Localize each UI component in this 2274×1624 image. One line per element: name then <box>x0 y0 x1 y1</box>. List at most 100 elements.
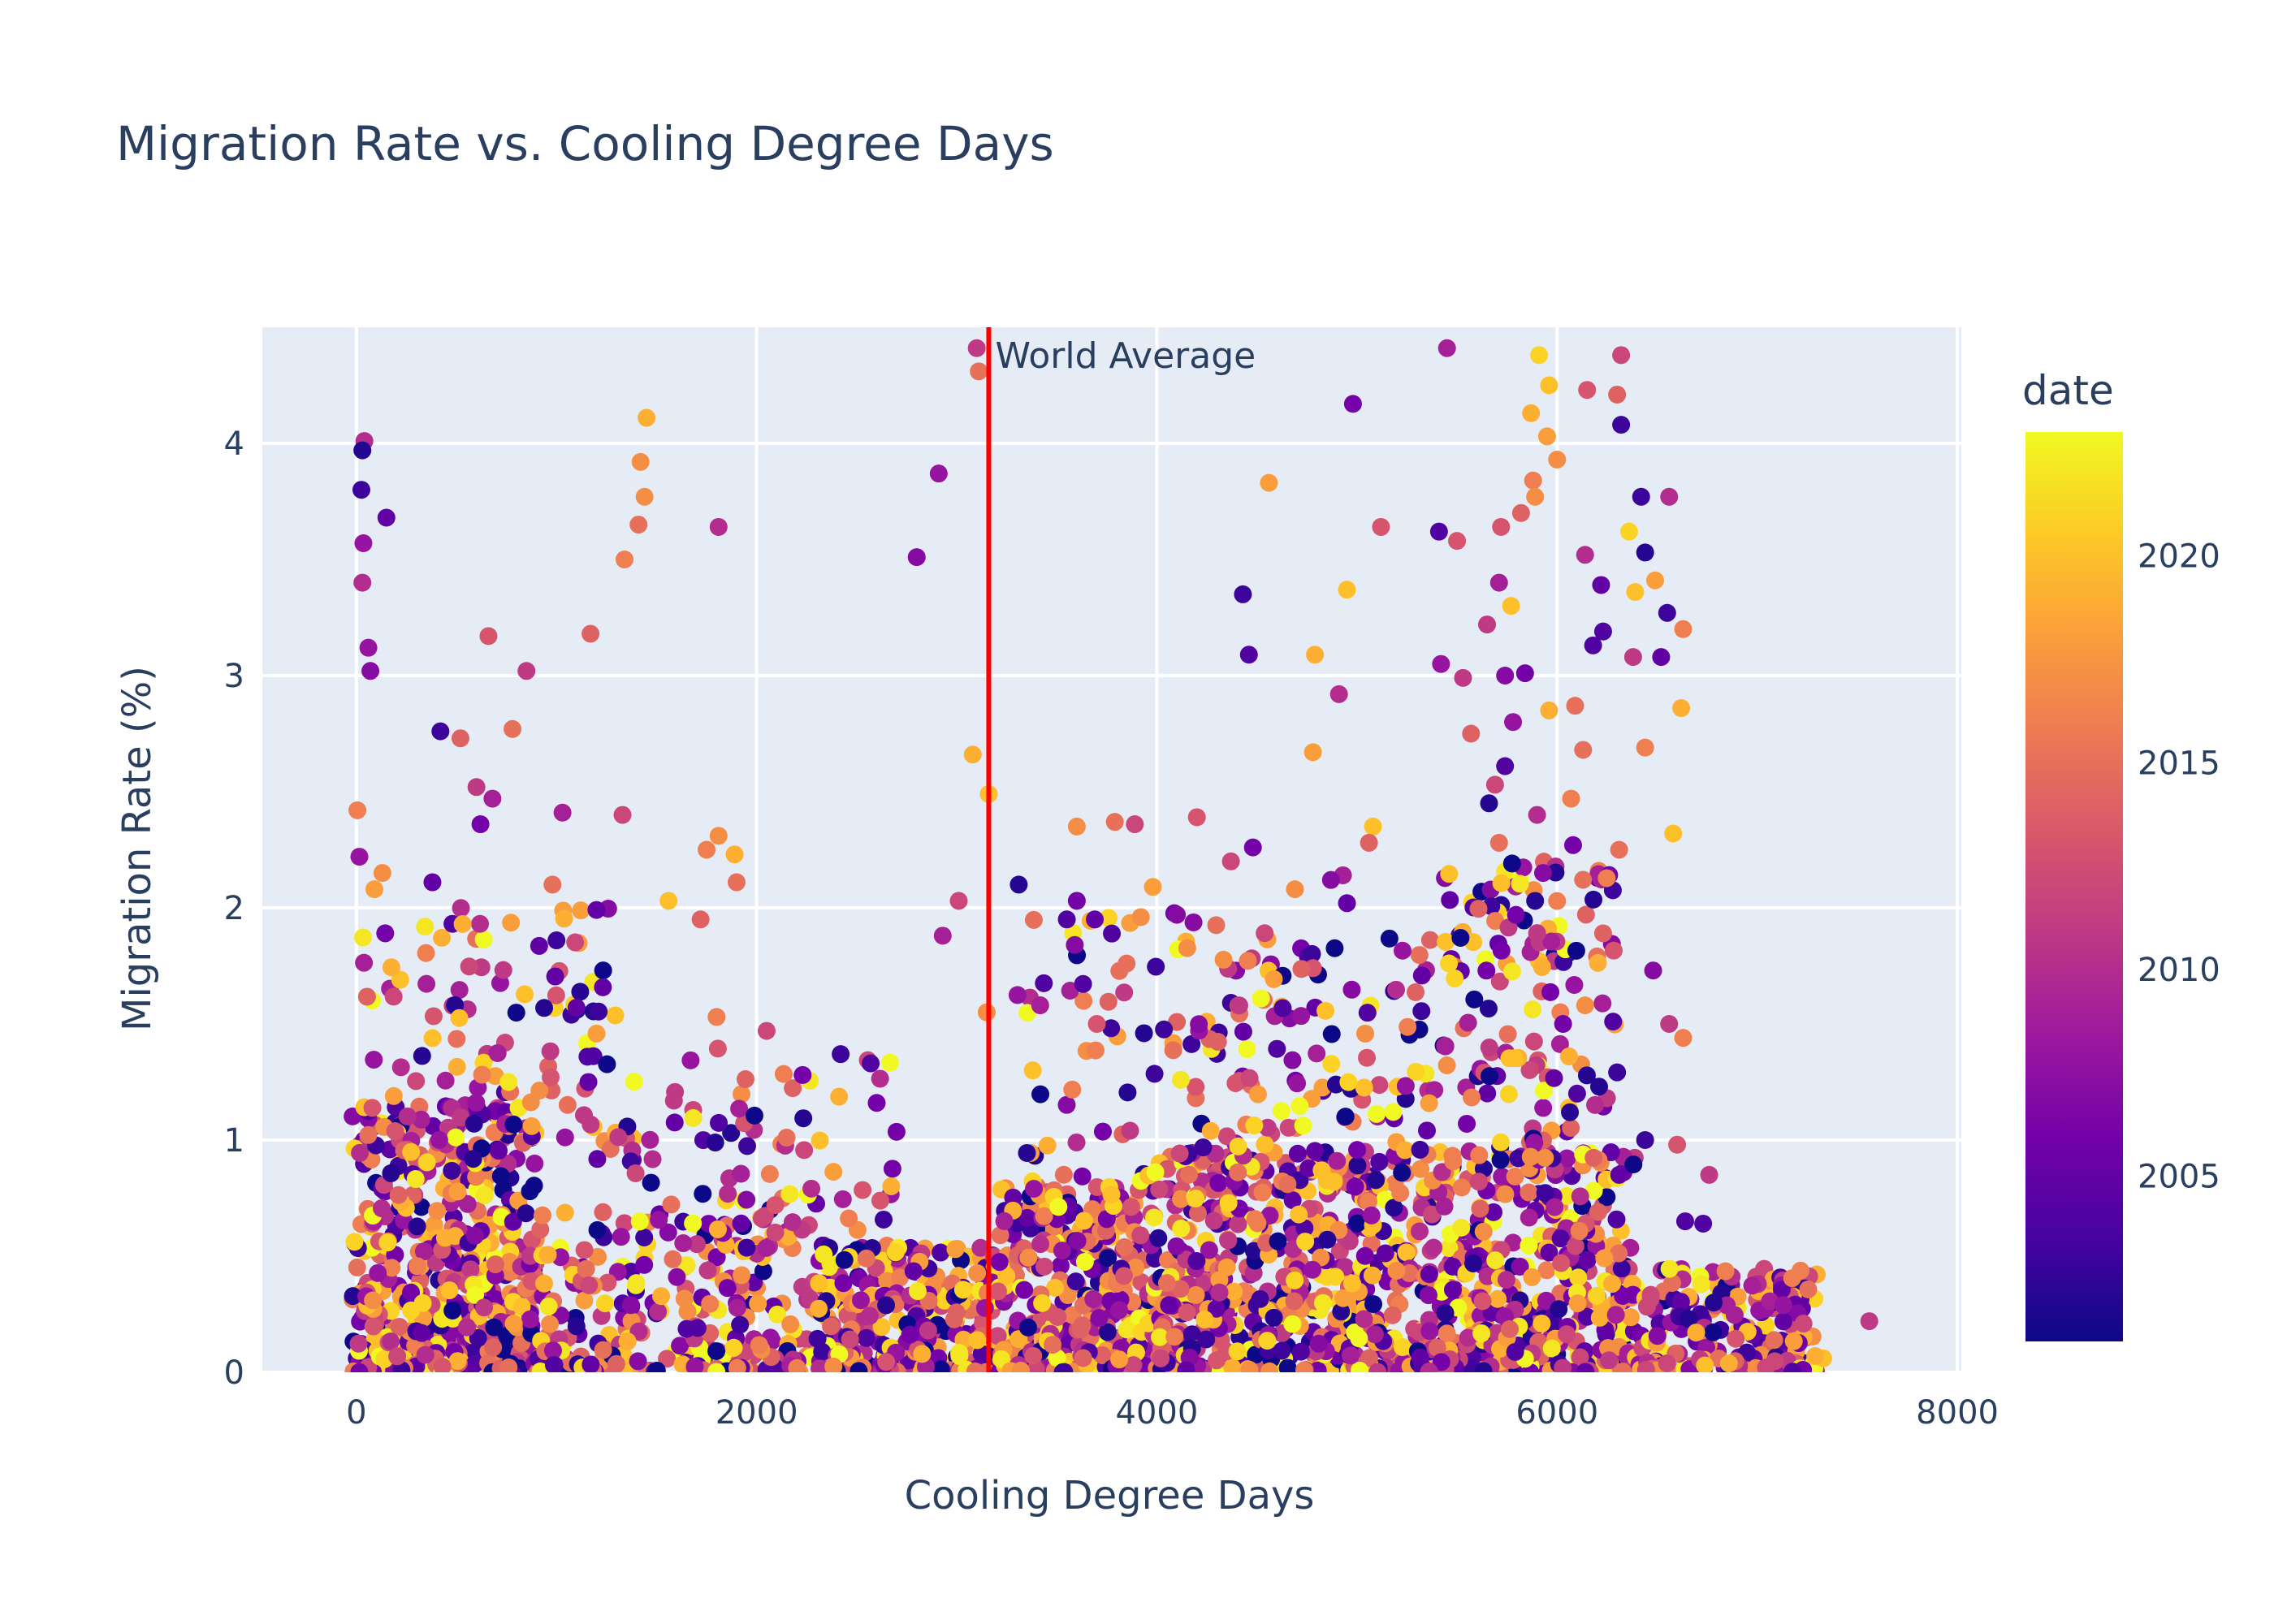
data-point <box>433 1358 452 1372</box>
data-point <box>1151 1328 1169 1346</box>
data-point <box>1537 1261 1556 1280</box>
data-point <box>1558 1325 1576 1344</box>
data-point <box>588 1150 607 1168</box>
data-point <box>1597 869 1616 888</box>
data-point <box>530 936 548 955</box>
data-point <box>451 729 469 748</box>
data-point <box>1624 1155 1643 1173</box>
data-point <box>541 1042 560 1060</box>
data-point <box>479 627 498 646</box>
data-point <box>402 1142 421 1161</box>
data-point <box>675 1289 694 1308</box>
data-point <box>635 1229 654 1247</box>
data-point <box>1252 989 1270 1008</box>
x-tick-label: 0 <box>346 1394 366 1432</box>
data-point <box>1644 961 1662 980</box>
data-point <box>522 1116 541 1135</box>
data-point <box>629 1352 647 1371</box>
data-point <box>1338 581 1356 599</box>
data-point <box>344 1287 362 1306</box>
data-point <box>1612 346 1631 365</box>
data-point <box>1303 944 1321 963</box>
data-point <box>1554 1358 1572 1372</box>
data-point <box>872 1318 891 1337</box>
data-point <box>364 1291 383 1310</box>
data-point <box>1023 1061 1042 1080</box>
data-point <box>1636 1360 1655 1372</box>
data-point <box>1437 932 1455 951</box>
data-point <box>1219 1194 1238 1212</box>
data-point <box>904 1262 923 1281</box>
data-point <box>365 880 383 899</box>
data-point <box>521 1310 539 1328</box>
data-point <box>871 1191 889 1210</box>
data-point <box>1561 1103 1580 1121</box>
data-point <box>1350 1329 1368 1348</box>
y-axis-title: Migration Rate (%) <box>115 666 160 1031</box>
data-point <box>1524 1000 1542 1019</box>
data-point <box>1536 1148 1554 1167</box>
data-point <box>1204 1212 1223 1230</box>
data-point <box>1452 1178 1471 1197</box>
data-point <box>458 1194 477 1213</box>
data-point <box>615 1214 633 1233</box>
data-point <box>1530 346 1549 365</box>
data-point <box>1358 1004 1377 1022</box>
data-point <box>369 1263 387 1282</box>
data-point <box>691 910 710 929</box>
data-point <box>970 362 988 381</box>
data-point <box>353 573 372 592</box>
data-point <box>447 1128 465 1147</box>
data-point <box>567 1317 586 1336</box>
data-point <box>556 1128 574 1147</box>
data-point <box>1180 1165 1199 1184</box>
data-point <box>1420 1265 1438 1284</box>
data-point <box>594 961 612 980</box>
data-point <box>1055 1363 1074 1372</box>
data-point <box>1662 1273 1681 1292</box>
data-point <box>1578 381 1597 400</box>
data-point <box>1533 1314 1551 1332</box>
y-tick-label: 0 <box>224 1354 244 1392</box>
data-point <box>1566 1237 1584 1255</box>
data-point <box>631 452 650 471</box>
data-point <box>1046 1278 1065 1297</box>
data-point <box>1437 1056 1456 1075</box>
data-point <box>1177 1361 1195 1372</box>
data-point <box>1610 1244 1628 1263</box>
data-point <box>1550 1034 1569 1053</box>
data-point <box>1145 1250 1164 1268</box>
data-point <box>1296 1233 1315 1251</box>
data-point <box>1626 583 1645 602</box>
data-point <box>1239 952 1257 970</box>
data-point <box>1571 1348 1589 1367</box>
data-point <box>671 1337 690 1355</box>
data-point <box>1210 1283 1229 1302</box>
data-point <box>1593 924 1612 943</box>
data-point <box>1546 863 1565 882</box>
data-point <box>662 1195 681 1214</box>
data-point <box>402 1283 421 1302</box>
data-point <box>1258 1118 1277 1137</box>
data-point <box>780 1185 799 1203</box>
data-point <box>857 1249 875 1268</box>
data-point <box>558 1095 577 1114</box>
data-point <box>760 1164 779 1183</box>
data-point <box>1343 1274 1362 1293</box>
data-point <box>1299 1159 1318 1177</box>
data-point <box>810 1274 828 1293</box>
data-point <box>1502 597 1520 615</box>
data-point <box>413 1324 431 1342</box>
data-point <box>453 915 472 934</box>
data-point <box>1135 1024 1153 1043</box>
data-point <box>1569 1268 1588 1287</box>
data-point <box>504 1115 523 1134</box>
data-point <box>1551 1229 1570 1248</box>
data-point <box>1342 980 1361 999</box>
data-point <box>709 517 728 536</box>
data-point <box>391 1058 410 1077</box>
data-point <box>1577 1066 1596 1085</box>
data-point <box>428 1202 447 1220</box>
data-point <box>490 1142 508 1160</box>
data-point <box>1086 910 1105 929</box>
